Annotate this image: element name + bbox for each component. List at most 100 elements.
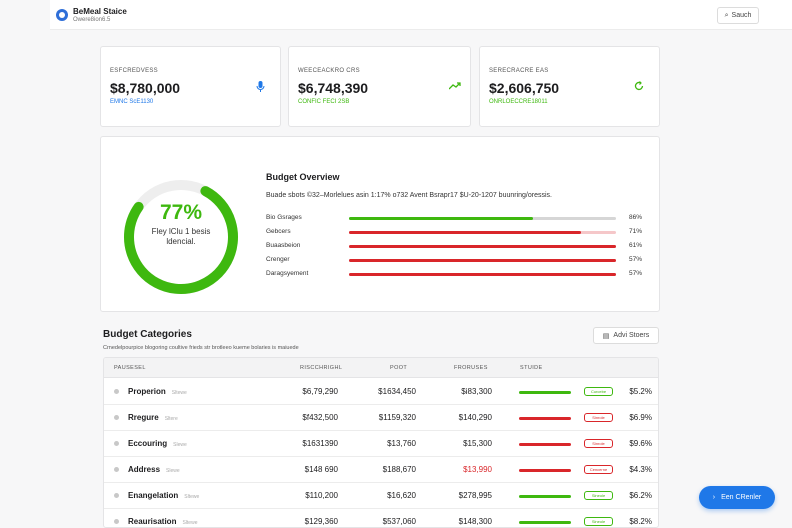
overview-row-bar [349, 273, 616, 276]
budget-gauge [124, 180, 238, 294]
row-remaining: $13,990 [463, 465, 492, 474]
row-name-text: Address [128, 465, 161, 474]
table-row[interactable]: Rregure Sltere $f432,500 $1159,320 $140,290 S… [104, 405, 658, 431]
column-header-spent[interactable]: POOT [390, 365, 408, 371]
column-header-name[interactable]: PAUSESEL [114, 365, 146, 371]
overview-row-bar [349, 245, 616, 248]
row-status-badge: Slneole [584, 491, 613, 500]
row-progress-bar [519, 417, 571, 420]
row-name-text: Properion [128, 387, 166, 396]
row-spent: $13,760 [387, 439, 416, 448]
row-percent: $6.2% [629, 491, 652, 500]
row-tag: Slewe [166, 468, 180, 474]
overview-row-percent: 61% [629, 242, 643, 249]
row-name-text: Rregure [128, 413, 159, 422]
overview-row-track [349, 259, 616, 262]
row-name-text: Reaurisation [128, 517, 177, 526]
row-progress-bar [519, 495, 571, 498]
overview-row-name: Buaasbeion [266, 242, 301, 249]
create-category-label: Een CRenler [721, 494, 762, 501]
overview-title: Budget Overview [266, 172, 340, 182]
overview-row-track [349, 273, 616, 276]
row-percent: $8.2% [629, 517, 652, 526]
table-row[interactable]: Reaurisation Sltewe $129,360 $537,060 $148,3… [104, 509, 658, 527]
row-status-badge: Cencerne [584, 465, 613, 474]
row-status-dot [114, 467, 119, 472]
overview-row-name: Bio Gsrages [266, 214, 302, 221]
app-subtitle: Owere8ion6.5 [73, 17, 111, 23]
app-logo-icon [56, 9, 68, 21]
table-row[interactable]: Eccouring Slewe $1631390 $13,760 $15,300 Sinr… [104, 431, 658, 457]
overview-row: Crenger 57% [266, 255, 646, 265]
row-name: Eccouring Slewe [128, 439, 187, 448]
row-tag: Sltewe [182, 520, 198, 526]
row-name-text: Eccouring [128, 439, 168, 448]
filter-icon: ▤ [602, 332, 610, 340]
row-tag: Slewe [173, 442, 187, 448]
stat-value: $6,748,390 [298, 80, 369, 96]
table-row[interactable]: Address Slewe $148 690 $188,670 $13,990 Cence… [104, 457, 658, 483]
overview-row-name: Crenger [266, 256, 290, 263]
categories-subtitle: Crnedelpourpice blogoring coultive fried… [103, 345, 299, 351]
row-progress-bar [519, 443, 571, 446]
row-tag: Sltere [164, 416, 178, 422]
advanced-filters-button[interactable]: ▤ Advi Stoers [593, 327, 659, 344]
stat-delta: CONFIC FECI 2SB [298, 99, 350, 105]
stat-value: $2,606,750 [489, 80, 560, 96]
row-name: Properion Sltewe [128, 387, 187, 396]
overview-row-bar [349, 217, 534, 220]
gauge-label: Fley lClu 1 besis ldencial. [121, 227, 241, 247]
row-allocated: $6,79,290 [302, 387, 338, 396]
row-allocated: $110,200 [305, 491, 338, 500]
search-button[interactable]: ⌕ Sauch [717, 7, 759, 24]
gauge-label-line-2: ldencial. [166, 237, 196, 246]
search-button-label: Sauch [731, 12, 752, 19]
column-header-allocated[interactable]: RISCCHRIGHL [300, 365, 343, 371]
row-remaining: $15,300 [463, 439, 492, 448]
row-tag: Sltewe [184, 494, 200, 500]
row-progress-bar [519, 391, 571, 394]
top-bar: BeMeal Staice Owere8ion6.5 ⌕ Sauch [50, 0, 792, 30]
row-progress-bar [519, 469, 571, 472]
overview-row: Gebcers 71% [266, 227, 646, 237]
stat-card-1: ESFCREDVESS $8,780,000 EMNC ScE1130 [100, 46, 281, 127]
stat-card-2: WEECEACKRO CRS $6,748,390 CONFIC FECI 2S… [288, 46, 471, 127]
column-header-status[interactable]: STUIDE [520, 365, 543, 371]
overview-row-bar [349, 231, 582, 234]
row-remaining: $140,290 [458, 413, 492, 422]
row-percent: $5.2% [629, 387, 652, 396]
microphone-icon [256, 81, 265, 96]
overview-row: Daragsyement 57% [266, 269, 646, 279]
table-row[interactable]: Properion Sltewe $6,79,290 $1634,450 $i83,30… [104, 379, 658, 405]
overview-row-track [349, 231, 616, 234]
advanced-filters-label: Advi Stoers [613, 332, 650, 339]
stat-label: ESFCREDVESS [110, 68, 158, 74]
overview-row: Buaasbeion 61% [266, 241, 646, 251]
row-name: Reaurisation Sltewe [128, 517, 197, 526]
categories-title: Budget Categories [103, 329, 192, 340]
overview-row-track [349, 245, 616, 248]
row-status-dot [114, 441, 119, 446]
stat-label: SERECRACRE EAS [489, 68, 549, 74]
row-remaining: $278,995 [458, 491, 492, 500]
stat-value: $8,780,000 [110, 80, 181, 96]
create-category-button[interactable]: › Een CRenler [699, 486, 775, 509]
stat-card-3: SERECRACRE EAS $2,606,750 ONRLOECCRE1801… [479, 46, 660, 127]
row-progress-bar [519, 521, 571, 524]
row-tag: Sltewe [171, 390, 187, 396]
overview-row-percent: 86% [629, 214, 643, 221]
overview-row: Bio Gsrages 86% [266, 213, 646, 223]
table-row[interactable]: Enangelation Sltewe $110,200 $16,620 $278,99… [104, 483, 658, 509]
row-status-badge: Sinrole [584, 439, 613, 448]
overview-description: Buade sbots ©32–Morlelues asin 1:17% o73… [266, 192, 552, 199]
column-header-remaining[interactable]: FRORUSES [454, 365, 488, 371]
overview-row-percent: 57% [629, 256, 643, 263]
stat-delta: ONRLOECCRE18011 [489, 99, 548, 105]
row-name: Enangelation Sltewe [128, 491, 199, 500]
overview-row-track [349, 217, 616, 220]
row-allocated: $f432,500 [302, 413, 338, 422]
gauge-percent: 77% [159, 201, 203, 224]
row-name-text: Enangelation [128, 491, 179, 500]
row-status-badge: Sinrole [584, 413, 613, 422]
app-title: BeMeal Staice [73, 7, 127, 16]
